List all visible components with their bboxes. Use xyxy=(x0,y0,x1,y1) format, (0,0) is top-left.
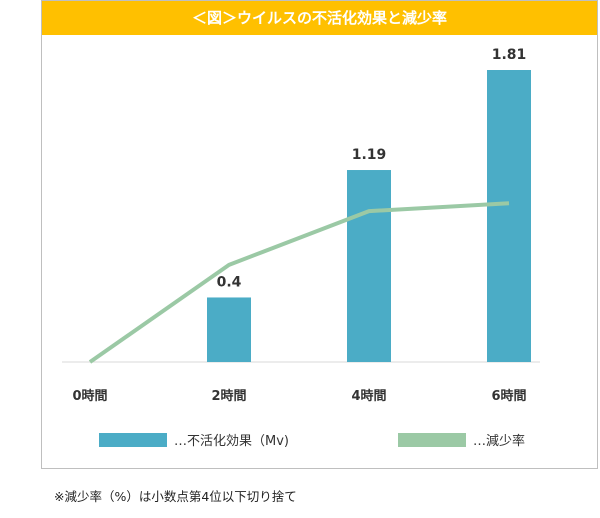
legend-swatch-bar xyxy=(99,433,167,447)
legend-swatch-line xyxy=(398,433,466,447)
data-label-3: 1.81 xyxy=(492,47,527,63)
data-label-1: 0.4 xyxy=(217,274,242,290)
legend-label-line: …減少率 xyxy=(473,433,525,449)
bar-3 xyxy=(487,70,531,362)
category-label-3: 6時間 xyxy=(491,388,526,404)
category-label-2: 4時間 xyxy=(351,388,386,404)
footnote: ※減少率（%）は小数点第4位以下切り捨て xyxy=(54,489,297,504)
chart-frame: ＜図＞ウイルスの不活化効果と減少率 xyxy=(41,0,598,469)
chart-svg: 0.4 1.19 1.81 0時間 2時間 4時間 6時間 …不活化効果（Mv) …減少率 xyxy=(62,47,540,449)
legend-label-bar: …不活化効果（Mv) xyxy=(174,434,289,449)
chart-title: ＜図＞ウイルスの不活化効果と減少率 xyxy=(42,1,597,35)
bar-1 xyxy=(207,297,251,362)
category-label-0: 0時間 xyxy=(72,388,107,404)
category-label-1: 2時間 xyxy=(211,388,246,404)
reduction-rate-line xyxy=(88,201,510,364)
bar-2 xyxy=(347,170,391,362)
data-label-2: 1.19 xyxy=(352,147,387,163)
